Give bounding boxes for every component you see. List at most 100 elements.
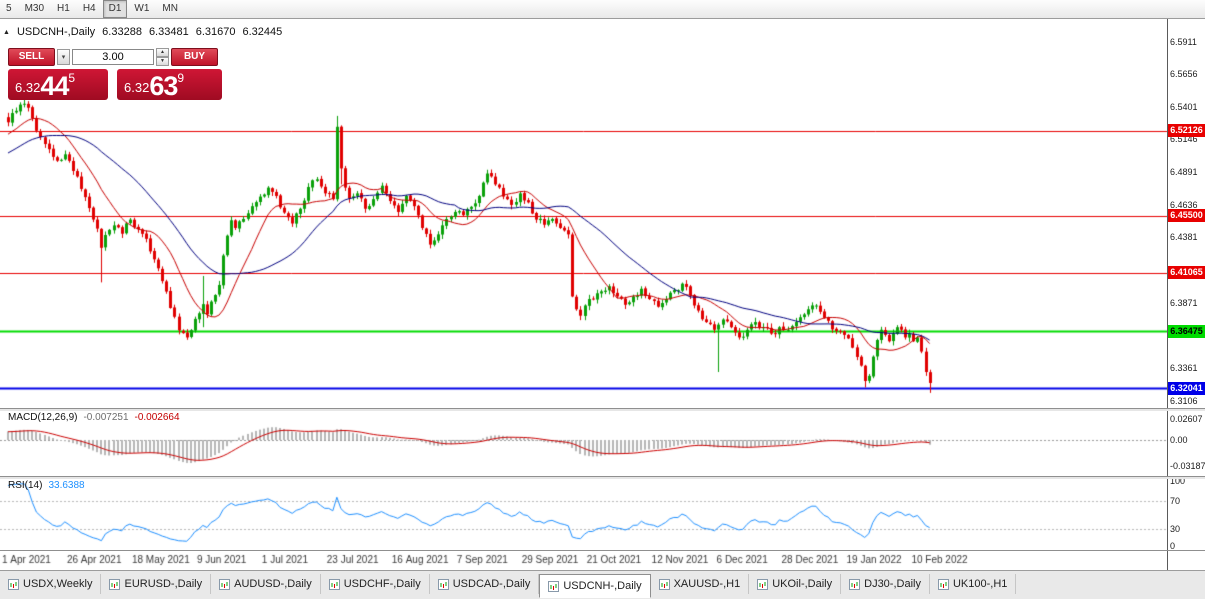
price-axis-tick: 6.4381 xyxy=(1170,232,1198,243)
price-axis-tick: 6.4891 xyxy=(1170,167,1198,178)
mini-chart-icon xyxy=(849,578,861,590)
sell-button[interactable]: SELL xyxy=(8,48,55,66)
ask-price-pips: 63 xyxy=(149,71,178,101)
chart-tab-audusd-daily[interactable]: AUDUSD-,Daily xyxy=(211,574,321,594)
price-axis-tick: 6.5401 xyxy=(1170,101,1198,112)
chart-tab-label: USDCNH-,Daily xyxy=(563,580,642,592)
price-axis-tick: 6.5656 xyxy=(1170,69,1198,80)
mini-chart-icon xyxy=(757,578,769,590)
lot-size-input[interactable] xyxy=(72,49,154,65)
timeframe-button-h4[interactable]: H4 xyxy=(82,3,96,14)
chart-tab-label: UKOil-,Daily xyxy=(772,578,833,590)
bid-price-pipette: 5 xyxy=(68,71,76,85)
price-line-label: 6.36475 xyxy=(1168,324,1205,338)
ask-price-pipette: 9 xyxy=(177,71,185,85)
bid-price-pips: 44 xyxy=(40,71,69,101)
chart-tab-label: UK100-,H1 xyxy=(952,578,1008,590)
chart-tab-label: USDCAD-,Daily xyxy=(452,578,531,590)
price-axis-tick: 6.5146 xyxy=(1170,134,1198,145)
ohlc-close: 6.32445 xyxy=(242,26,283,38)
lot-spinner: ▲ ▼ xyxy=(156,48,169,66)
timeframe-button-w1[interactable]: W1 xyxy=(134,3,150,14)
chart-symbol-period: USDCNH-,Daily xyxy=(16,26,96,38)
mini-chart-icon xyxy=(437,578,449,590)
chart-tab-usdchf-daily[interactable]: USDCHF-,Daily xyxy=(321,574,430,594)
macd-name: MACD(12,26,9) xyxy=(8,412,78,423)
candlestick-chart-canvas[interactable] xyxy=(0,19,1167,570)
mini-chart-icon xyxy=(109,578,121,590)
price-line-label: 6.41065 xyxy=(1168,266,1205,280)
chart-tab-label: EURUSD-,Daily xyxy=(124,578,203,590)
price-axis-tick: 6.3871 xyxy=(1170,297,1198,308)
ask-price-tile[interactable]: 6.32 63 9 xyxy=(117,69,222,100)
timeframe-button-d1[interactable]: D1 xyxy=(102,0,128,18)
mini-chart-icon xyxy=(548,580,560,592)
bid-price-tile[interactable]: 6.32 44 5 xyxy=(8,69,108,100)
timeframe-button-5[interactable]: 5 xyxy=(6,3,12,14)
chart-tab-label: DJ30-,Daily xyxy=(864,578,921,590)
chart-tab-dj30-daily[interactable]: DJ30-,Daily xyxy=(841,574,930,594)
chart-tab-label: USDCHF-,Daily xyxy=(343,578,421,590)
chart-tab-usdx-weekly[interactable]: USDX,Weekly xyxy=(0,574,102,594)
chart-tab-ukoil-daily[interactable]: UKOil-,Daily xyxy=(749,574,842,594)
rsi-axis-tick: 0 xyxy=(1170,541,1176,551)
macd-axis-tick: 0.00 xyxy=(1170,435,1188,445)
spin-down-icon[interactable]: ▼ xyxy=(156,57,169,66)
mini-chart-icon xyxy=(658,578,670,590)
mini-chart-icon xyxy=(328,578,340,590)
timeframe-button-mn[interactable]: MN xyxy=(162,3,178,14)
chart-tab-label: AUDUSD-,Daily xyxy=(234,578,312,590)
ask-price-prefix: 6.32 xyxy=(124,80,150,95)
macd-main-value: -0.007251 xyxy=(83,412,129,423)
chart-tab-label: USDX,Weekly xyxy=(23,578,93,590)
bid-price-prefix: 6.32 xyxy=(15,80,41,95)
price-line-label: 6.32041 xyxy=(1168,381,1205,395)
price-axis: 6.5911 6.5656 6.5401 6.5146 6.4891 6.4636 6.43… xyxy=(1167,19,1205,570)
chart-tabs-bar: USDX,Weekly EURUSD-,Daily AUDUSD-,Daily USD… xyxy=(0,570,1205,599)
panel-splitter-macd[interactable] xyxy=(0,408,1205,411)
price-axis-tick: 6.3106 xyxy=(1170,395,1198,406)
ohlc-open: 6.33288 xyxy=(102,26,142,38)
buy-button[interactable]: BUY xyxy=(171,48,218,66)
macd-signal-value: -0.002664 xyxy=(134,412,180,423)
one-click-trading-panel: SELL ▾ ▲ ▼ BUY 6.32 44 5 6.32 63 9 xyxy=(8,48,226,100)
chart-tab-uk100-h1[interactable]: UK100-,H1 xyxy=(930,574,1017,594)
rsi-axis-tick: 100 xyxy=(1170,476,1186,486)
rsi-axis-tick: 30 xyxy=(1170,523,1181,534)
mini-chart-icon xyxy=(219,578,231,590)
time-axis-divider xyxy=(0,550,1205,551)
trade-prices-row: 6.32 44 5 6.32 63 9 xyxy=(8,69,226,100)
rsi-axis-tick: 70 xyxy=(1170,496,1181,507)
macd-axis-tick: -0.03187 xyxy=(1170,460,1205,471)
chart-area: ▲ USDCNH-,Daily 6.33288 6.33481 6.31670 … xyxy=(0,19,1167,570)
timeframe-toolbar: 5 M30 H1 H4 D1 W1 MN xyxy=(0,0,1205,19)
rsi-value: 33.6388 xyxy=(48,480,85,491)
lot-dropdown-icon[interactable]: ▾ xyxy=(57,49,70,65)
trade-controls-row: SELL ▾ ▲ ▼ BUY xyxy=(8,48,226,66)
rsi-indicator-label: RSI(14) 33.6388 xyxy=(8,480,85,491)
rsi-name: RSI(14) xyxy=(8,480,43,491)
price-axis-tick: 6.5911 xyxy=(1170,36,1197,47)
timeframe-button-h1[interactable]: H1 xyxy=(57,3,70,14)
collapse-subwindow-icon[interactable]: ▲ xyxy=(3,28,10,36)
price-axis-tick: 6.4636 xyxy=(1170,199,1198,210)
timeframe-button-m30[interactable]: M30 xyxy=(24,3,45,14)
price-axis-tick: 6.3361 xyxy=(1170,363,1198,374)
chart-tab-xauusd-h1[interactable]: XAUUSD-,H1 xyxy=(651,574,750,594)
ohlc-low: 6.31670 xyxy=(195,26,236,38)
chart-tab-label: XAUUSD-,H1 xyxy=(673,578,741,590)
panel-splitter-rsi[interactable] xyxy=(0,476,1205,479)
mini-chart-icon xyxy=(8,578,19,590)
chart-tab-usdcad-daily[interactable]: USDCAD-,Daily xyxy=(430,574,540,594)
macd-axis-tick: 0.02607 xyxy=(1170,414,1203,424)
mini-chart-icon xyxy=(937,578,949,590)
ohlc-high: 6.33481 xyxy=(148,26,189,38)
macd-indicator-label: MACD(12,26,9) -0.007251 -0.002664 xyxy=(8,412,180,423)
spin-up-icon[interactable]: ▲ xyxy=(156,48,169,57)
price-line-label: 6.45500 xyxy=(1168,209,1205,223)
chart-tab-usdcnh-daily[interactable]: USDCNH-,Daily xyxy=(539,574,651,598)
chart-tab-eurusd-daily[interactable]: EURUSD-,Daily xyxy=(101,574,212,594)
chart-ohlc-title: ▲ USDCNH-,Daily 6.33288 6.33481 6.31670 … xyxy=(3,26,282,38)
price-line-label: 6.52126 xyxy=(1168,124,1205,138)
